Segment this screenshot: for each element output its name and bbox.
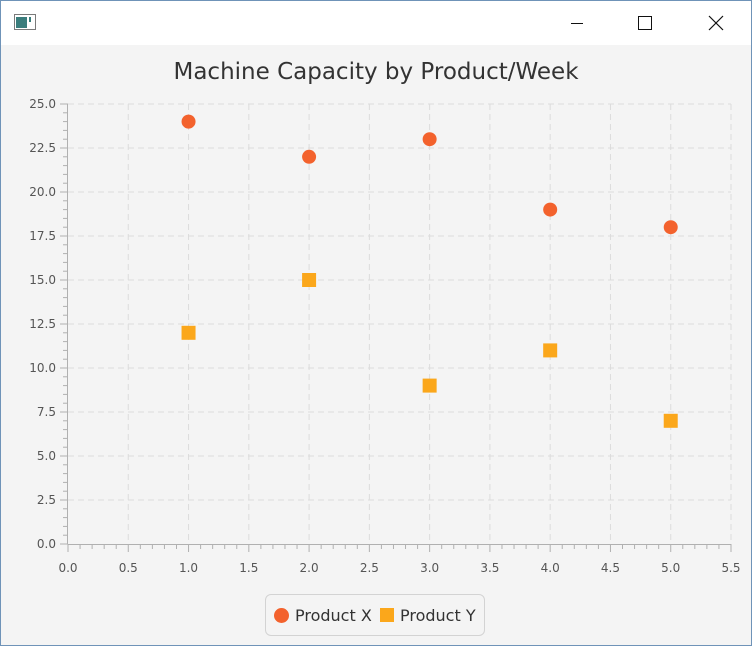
x-tick-label: 3.0	[420, 561, 439, 575]
maximize-button[interactable]	[622, 1, 668, 45]
data-point-circle	[663, 220, 678, 235]
y-tick-label: 0.0	[37, 537, 56, 551]
legend-square-icon	[380, 608, 394, 622]
x-tick-label: 1.5	[239, 561, 258, 575]
legend-label-product-x: Product X	[295, 605, 372, 625]
data-point-circle	[422, 132, 437, 147]
data-point-square	[663, 413, 678, 428]
y-tick-label: 7.5	[37, 405, 56, 419]
legend-item-product-y: Product Y	[380, 595, 476, 635]
x-tick-label: 4.0	[541, 561, 560, 575]
y-tick-label: 5.0	[37, 449, 56, 463]
x-tick-label: 4.5	[601, 561, 620, 575]
y-tick-label: 22.5	[29, 141, 56, 155]
y-tick-label: 10.0	[29, 361, 56, 375]
legend-circle-icon	[274, 607, 289, 623]
maximize-icon	[638, 16, 652, 30]
x-tick-label: 5.0	[661, 561, 680, 575]
y-tick-label: 17.5	[29, 229, 56, 243]
app-icon	[14, 14, 36, 30]
data-point-square	[422, 378, 437, 393]
close-icon	[708, 15, 724, 31]
title-bar[interactable]	[1, 1, 751, 45]
legend-label-product-y: Product Y	[400, 605, 476, 625]
data-point-circle	[181, 114, 196, 129]
data-point-square	[181, 325, 196, 340]
close-button[interactable]	[693, 1, 739, 45]
chart-legend: Product X Product Y	[265, 594, 485, 636]
y-tick-label: 25.0	[29, 97, 56, 111]
x-tick-label: 1.0	[179, 561, 198, 575]
scatter-chart: 0.0 0.5 1.0 1.5 2.0 2.5 3.0 3.5 4.0 4.5 5.0 5.5 0.0 2…	[29, 97, 740, 575]
y-tick-label: 12.5	[29, 317, 56, 331]
minimize-icon	[571, 23, 583, 24]
x-tick-label: 2.0	[300, 561, 319, 575]
chart-title: Machine Capacity by Product/Week	[173, 59, 579, 85]
legend-item-product-x: Product X	[274, 595, 372, 635]
data-point-circle	[302, 149, 317, 164]
x-tick-label: 5.5	[721, 561, 740, 575]
y-tick-label: 15.0	[29, 273, 56, 287]
data-point-square	[543, 343, 558, 358]
minimize-button[interactable]	[554, 1, 600, 45]
data-point-circle	[543, 202, 558, 217]
data-point-square	[302, 273, 317, 287]
y-tick-label: 2.5	[37, 493, 56, 507]
x-tick-label: 3.5	[480, 561, 499, 575]
y-tick-label: 20.0	[29, 185, 56, 199]
x-tick-label: 2.5	[360, 561, 379, 575]
x-tick-label: 0.5	[119, 561, 138, 575]
x-tick-label: 0.0	[58, 561, 77, 575]
